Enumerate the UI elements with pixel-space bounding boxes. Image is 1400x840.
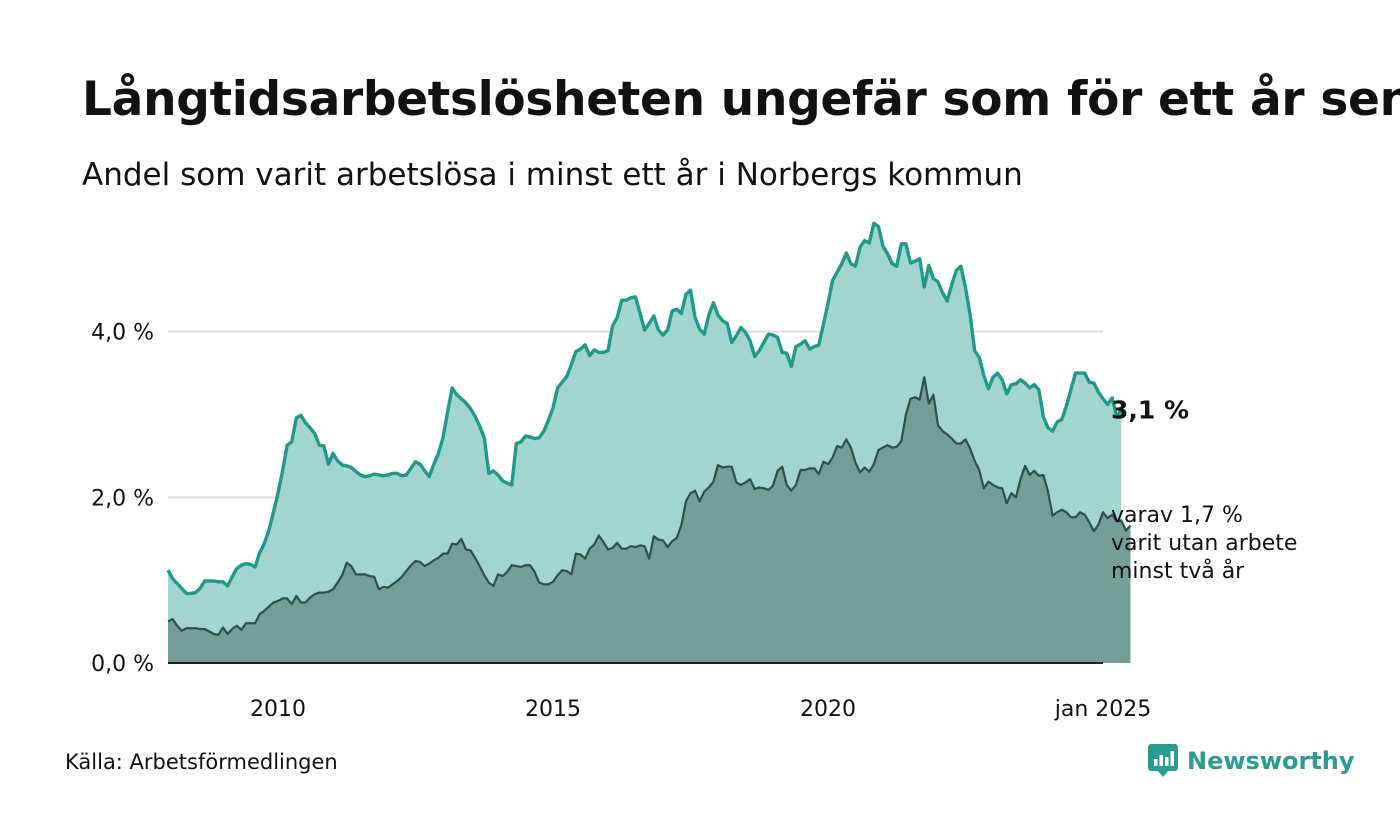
source-note: Källa: Arbetsförmedlingen [65, 750, 338, 774]
total-end-label: 3,1 % [1111, 396, 1189, 425]
long-term-end-label: varav 1,7 % [1111, 503, 1243, 528]
axes: 0,0 % 2,0 % 4,0 % 2010 2015 2020 jan 2025 [91, 321, 1151, 722]
bar-chart-speech-bubble-icon [1148, 744, 1178, 777]
long-term-line [167, 376, 1132, 636]
long-term-end-label: minst två år [1111, 558, 1245, 584]
x-tick-label: 2015 [525, 697, 581, 722]
chart-subtitle: Andel som varit arbetslösa i minst ett å… [82, 157, 1023, 193]
brand-name: Newsworthy [1187, 747, 1355, 775]
y-tick-label: 4,0 % [91, 321, 154, 346]
x-tick-label: 2020 [800, 697, 856, 722]
plot-area [166, 221, 1132, 664]
long-term-end-label: varit utan arbete [1111, 531, 1297, 556]
y-tick-label: 2,0 % [91, 486, 154, 511]
brand-logo: Newsworthy [1148, 744, 1355, 778]
total-line [166, 221, 1123, 596]
long-term-area [168, 377, 1131, 663]
y-tick-label: 0,0 % [91, 652, 154, 677]
chart-title: Långtidsarbetslösheten ungefär som för e… [82, 72, 1400, 127]
x-tick-label: jan 2025 [1054, 697, 1152, 722]
x-tick-label: 2010 [250, 697, 306, 722]
